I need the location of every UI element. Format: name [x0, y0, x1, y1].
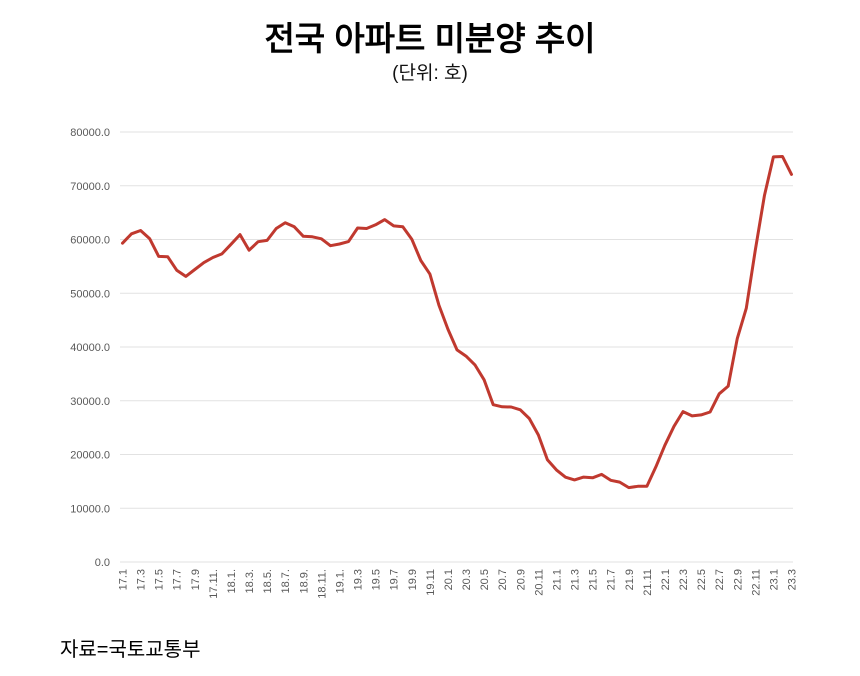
x-tick-label: 17.1 — [118, 569, 130, 590]
x-tick-label: 17.9 — [190, 569, 202, 590]
x-tick-label: 18.3. — [244, 569, 256, 593]
chart-unit-label: (단위: 호) — [392, 63, 468, 84]
x-tick-label: 17.5 — [154, 569, 166, 590]
x-tick-label: 22.11 — [750, 569, 762, 596]
x-tick-label: 19.5 — [371, 569, 383, 590]
x-tick-label: 22.1 — [660, 569, 672, 590]
x-tick-label: 19.3 — [353, 569, 365, 590]
x-tick-label: 20.5 — [479, 569, 491, 590]
x-tick-label: 19.11 — [425, 569, 437, 596]
x-tick-label: 21.11 — [642, 569, 654, 596]
x-tick-label: 21.5 — [588, 569, 600, 590]
x-tick-label: 21.7 — [606, 569, 618, 590]
x-tick-label: 17.11. — [208, 569, 220, 599]
x-tick-label: 19.7 — [389, 569, 401, 590]
x-tick-label: 18.7. — [280, 569, 292, 593]
y-tick-label: 10000.0 — [70, 503, 110, 515]
y-tick-label: 50000.0 — [70, 288, 110, 300]
x-axis-labels: 17.1 17.3 17.5 17.7 17.9 17.11. 18.1. 18.3. 18.5… — [118, 569, 799, 599]
y-tick-label: 30000.0 — [70, 396, 110, 408]
x-tick-label: 17.7 — [172, 569, 184, 590]
x-tick-label: 18.5. — [262, 569, 274, 593]
y-tick-label: 40000.0 — [70, 342, 110, 354]
x-tick-label: 20.7 — [497, 569, 509, 590]
x-tick-label: 21.3 — [570, 569, 582, 590]
x-tick-label: 22.9 — [732, 569, 744, 590]
x-tick-label: 19.1. — [334, 569, 346, 593]
x-tick-label: 22.5 — [696, 569, 708, 590]
x-tick-label: 21.9 — [624, 569, 636, 590]
x-tick-label: 23.3 — [787, 569, 799, 590]
x-tick-label: 21.1 — [551, 569, 563, 590]
x-tick-label: 18.11. — [316, 569, 328, 599]
y-tick-label: 60000.0 — [70, 235, 110, 247]
y-tick-label: 20000.0 — [70, 450, 110, 462]
source-note: 자료=국토교통부 — [60, 639, 201, 661]
chart-title: 전국 아파트 미분양 추이 — [264, 20, 596, 57]
x-tick-label: 19.9 — [407, 569, 419, 590]
x-tick-label: 18.1. — [226, 569, 238, 593]
x-tick-label: 20.9 — [515, 569, 527, 590]
x-tick-label: 22.7 — [714, 569, 726, 590]
y-tick-label: 0.0 — [95, 557, 110, 569]
x-tick-label: 20.3 — [461, 569, 473, 590]
x-tick-label: 20.11 — [533, 569, 545, 596]
x-tick-label: 23.1 — [768, 569, 780, 590]
x-tick-label: 22.3 — [678, 569, 690, 590]
x-tick-label: 18.9. — [298, 569, 310, 593]
y-tick-label: 80000.0 — [70, 127, 110, 139]
x-tick-label: 20.1 — [443, 569, 455, 590]
series-line — [121, 155, 793, 490]
y-axis-labels: 0.0 10000.0 20000.0 30000.0 40000.0 50000.0 60… — [70, 127, 110, 569]
x-tick-label: 17.3 — [136, 569, 148, 590]
y-gridlines — [120, 131, 793, 563]
y-tick-label: 70000.0 — [70, 181, 110, 193]
